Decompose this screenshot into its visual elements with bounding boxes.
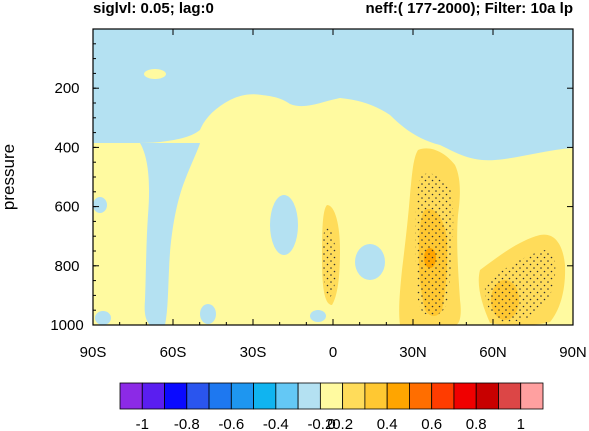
region-negative-blob-3	[355, 244, 385, 280]
colorbar: -1 -0.8 -0.6 -0.4 -0.200.2 0.4 0.6 0.8 1	[119, 382, 544, 431]
x-tick-label: 90N	[559, 344, 587, 361]
colorbar-swatch	[520, 382, 544, 410]
colorbar-label: 1	[517, 416, 525, 431]
region-negative-blob-4	[93, 197, 107, 213]
colorbar-label: -1	[136, 416, 149, 431]
colorbar-label: 0.2	[332, 416, 353, 431]
colorbar-swatch	[409, 382, 433, 410]
region-negative-blob-5	[200, 304, 216, 324]
colorbar-swatch	[498, 382, 522, 410]
colorbar-swatch	[230, 382, 254, 410]
colorbar-swatch	[164, 382, 188, 410]
colorbar-swatch	[364, 382, 388, 410]
colorbar-label: -0.6	[218, 416, 244, 431]
colorbar-swatch	[141, 382, 165, 410]
significance-stipple-2	[323, 225, 336, 298]
colorbar-swatch	[431, 382, 455, 410]
colorbar-label: -0.4	[263, 416, 289, 431]
colorbar-label: 0.6	[421, 416, 442, 431]
colorbar-swatch	[386, 382, 410, 410]
region-negative-blob-7	[310, 310, 326, 322]
header-left-text: siglvl: 0.05; lag:0	[93, 0, 214, 17]
colorbar-swatch	[119, 382, 143, 410]
region-negative-blob-6	[95, 311, 111, 325]
x-tick-label: 30S	[240, 344, 267, 361]
colorbar-swatch	[342, 382, 366, 410]
x-tick-label: 30N	[399, 344, 427, 361]
colorbar-label: -0.8	[174, 416, 200, 431]
y-axis: 200 400 600 800 1000	[50, 43, 573, 334]
colorbar-swatch	[253, 382, 277, 410]
x-axis: 90S 60S 30S 0 30N 60N 90N	[80, 29, 587, 361]
x-tick-label: 90S	[80, 344, 107, 361]
colorbar-label: 0.4	[377, 416, 398, 431]
x-tick-label: 60S	[160, 344, 187, 361]
contour-field	[93, 29, 573, 325]
colorbar-label: 0.8	[466, 416, 487, 431]
significance-stipple-3	[484, 250, 556, 322]
y-axis-label: pressure	[0, 144, 18, 210]
region-negative-blob-1	[144, 69, 166, 79]
y-tick-label: 200	[54, 80, 79, 97]
colorbar-label: -0.2	[307, 416, 333, 431]
colorbar-swatch	[475, 382, 499, 410]
colorbar-label: 0	[327, 416, 335, 431]
significance-stipple-1	[415, 173, 454, 316]
y-tick-label: 800	[54, 258, 79, 275]
y-tick-label: 1000	[50, 317, 83, 334]
colorbar-swatch	[319, 382, 344, 410]
y-tick-label: 400	[54, 139, 79, 156]
x-tick-label: 60N	[479, 344, 507, 361]
region-negative-upper	[93, 29, 573, 161]
colorbar-swatch	[297, 382, 321, 410]
colorbar-swatch	[275, 382, 299, 410]
x-tick-label: 0	[329, 344, 337, 361]
colorbar-swatch	[186, 382, 210, 410]
header-right-text: neff:( 177-2000); Filter: 10a lp	[365, 0, 573, 17]
region-negative-blob-2	[270, 195, 298, 255]
y-tick-label: 600	[54, 199, 79, 216]
region-negative-column	[140, 143, 200, 325]
colorbar-swatch	[208, 382, 232, 410]
colorbar-swatch	[453, 382, 477, 410]
